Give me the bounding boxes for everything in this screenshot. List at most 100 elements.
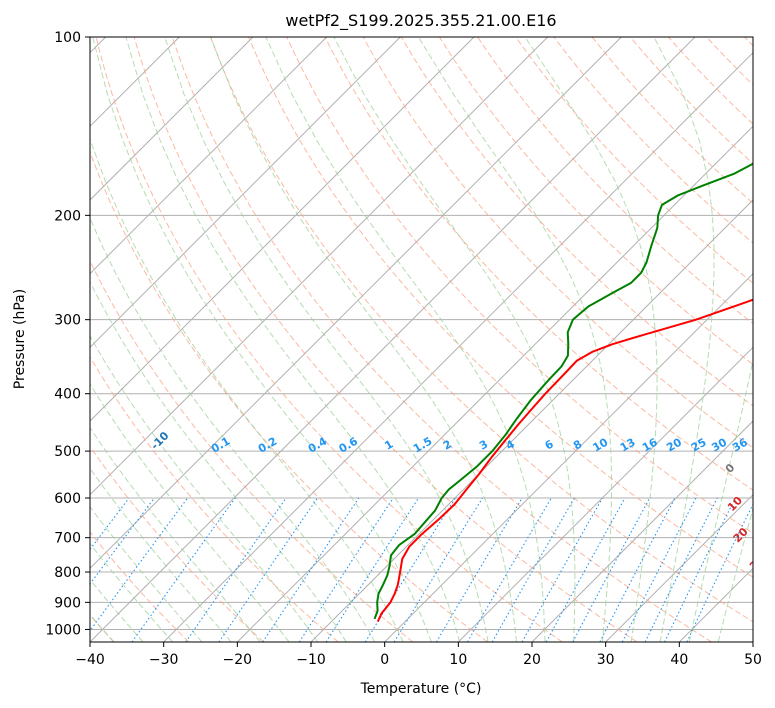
x-tick-label: 0: [380, 652, 389, 668]
dry-adiabat-line: [210, 37, 753, 623]
mixing-ratio-label: 0.1: [209, 435, 232, 456]
mixing-ratio-line: [218, 497, 318, 642]
moist-adiabat-line: [90, 578, 144, 642]
temperature-profile-line: [376, 298, 753, 623]
chart-title: wetPf2_S199.2025.355.21.00.E16: [285, 11, 556, 31]
mixing-ratio-label: 1.5: [411, 435, 434, 456]
isotherm-line: [90, 37, 254, 201]
y-tick-label: 200: [54, 208, 81, 224]
dry-adiabat-line: [439, 37, 753, 366]
dewpoint-profile-line: [373, 162, 753, 620]
isotherm-line: [163, 51, 753, 642]
dry-adiabat-line: [286, 37, 753, 534]
mixing-ratio-label: 4: [504, 437, 517, 452]
mixing-ratio-label: 0.6: [337, 434, 361, 455]
dry-adiabat-line: [90, 531, 190, 642]
mixing-ratio-line: [572, 497, 651, 642]
isotherm-line: [90, 37, 401, 349]
moist-adiabat-line: [524, 37, 658, 642]
moist-adiabat-lines: [90, 37, 753, 642]
dry-adiabat-line: [477, 37, 753, 325]
moist-adiabat-line: [210, 37, 517, 642]
isotherm-line: [605, 493, 753, 642]
y-tick-label: 500: [54, 444, 81, 460]
mixing-ratio-label: 13: [618, 436, 638, 455]
sounding-profiles: [373, 162, 753, 623]
mixing-ratio-line: [90, 497, 155, 585]
dry-adiabat-line: [591, 37, 753, 204]
moist-adiabat-line: [90, 426, 261, 642]
x-tick-label: −10: [296, 652, 326, 668]
x-axis-label: Temperature (°C): [360, 681, 482, 697]
pressure-gridlines: [90, 37, 753, 630]
moist-adiabat-line: [90, 334, 319, 642]
dry-adiabat-line: [362, 37, 753, 449]
mixing-ratio-line: [621, 497, 697, 642]
mixing-ratio-line: [664, 497, 736, 642]
dry-adiabat-line: [629, 37, 753, 165]
isotherm-line: [90, 37, 328, 275]
mixing-ratio-label: 0.4: [306, 434, 330, 455]
dry-adiabat-line: [706, 37, 753, 86]
y-tick-label: 600: [54, 491, 81, 507]
isotherm-lines: [90, 37, 753, 642]
dry-adiabat-line: [133, 37, 638, 642]
y-tick-label: 400: [54, 387, 81, 403]
mixing-ratio-label: 36: [730, 435, 750, 454]
moist-adiabat-label: 10: [725, 494, 745, 514]
mixing-ratio-label: 1: [382, 438, 395, 453]
moist-adiabat-line: [265, 37, 546, 642]
isotherm-line: [457, 346, 753, 642]
mixing-ratio-label: 10: [591, 435, 611, 454]
moist-adiabat-line: [90, 542, 173, 642]
x-tick-label: −20: [223, 652, 253, 668]
y-tick-label: 900: [54, 595, 81, 611]
x-tick-label: 40: [670, 652, 688, 668]
dry-adiabat-line: [248, 37, 753, 578]
x-tick-label: 20: [523, 652, 541, 668]
moist-adiabat-line: [164, 37, 489, 642]
mixing-ratio-line: [599, 497, 676, 642]
isotherm-line: [90, 37, 622, 570]
x-tick-label: 50: [744, 652, 762, 668]
dry-adiabat-line: [90, 356, 339, 642]
mixing-ratio-line: [545, 497, 626, 642]
isotherm-line: [310, 199, 753, 642]
mixing-ratio-label: 20: [664, 435, 684, 454]
moist-adiabat-line: [333, 37, 576, 642]
y-tick-label: 300: [54, 313, 81, 329]
moist-adiabat-line: [688, 358, 753, 642]
mixing-ratio-line: [644, 497, 718, 642]
moist-adiabat-line: [90, 217, 376, 642]
moist-adiabat-line: [90, 505, 203, 642]
mixing-ratio-line: [467, 497, 552, 642]
isotherm-line: [90, 37, 475, 422]
x-tick-label: 10: [449, 652, 467, 668]
dry-adiabat-line: [400, 37, 753, 407]
x-axis-ticks: −40 −30 −20 −10 0 10 20 30 40 50: [75, 642, 762, 668]
dry-adiabat-line: [515, 37, 753, 284]
isotherm-line: [531, 420, 753, 642]
y-axis-ticks: 100 200 300 400 500 600 700 800 900 1000: [45, 30, 90, 638]
moist-adiabat-label: 30: [747, 553, 767, 573]
moist-adiabat-line: [653, 37, 715, 642]
mixing-ratio-lines: [90, 497, 753, 642]
moist-adiabat-line: [90, 280, 347, 642]
dry-adiabat-line: [553, 37, 753, 244]
mixing-ratio-line: [364, 497, 456, 642]
moist-adiabat-line: [418, 37, 613, 642]
mixing-ratio-label: 25: [689, 436, 709, 455]
moist-adiabat-line: [125, 37, 461, 642]
dry-adiabat-line: [744, 37, 753, 47]
mixing-ratio-line: [262, 497, 360, 642]
isotherm-line: [236, 125, 753, 642]
mixing-ratio-label: 2: [441, 438, 454, 453]
dry-adiabat-line: [324, 37, 753, 491]
dry-adiabat-lines: [90, 37, 753, 642]
mixing-ratio-label: 30: [709, 435, 729, 454]
dry-adiabat-line: [90, 259, 414, 642]
mixing-ratio-line: [90, 497, 189, 632]
moist-adiabat-label: 40: [766, 578, 775, 598]
isotherm-line: [678, 567, 753, 642]
